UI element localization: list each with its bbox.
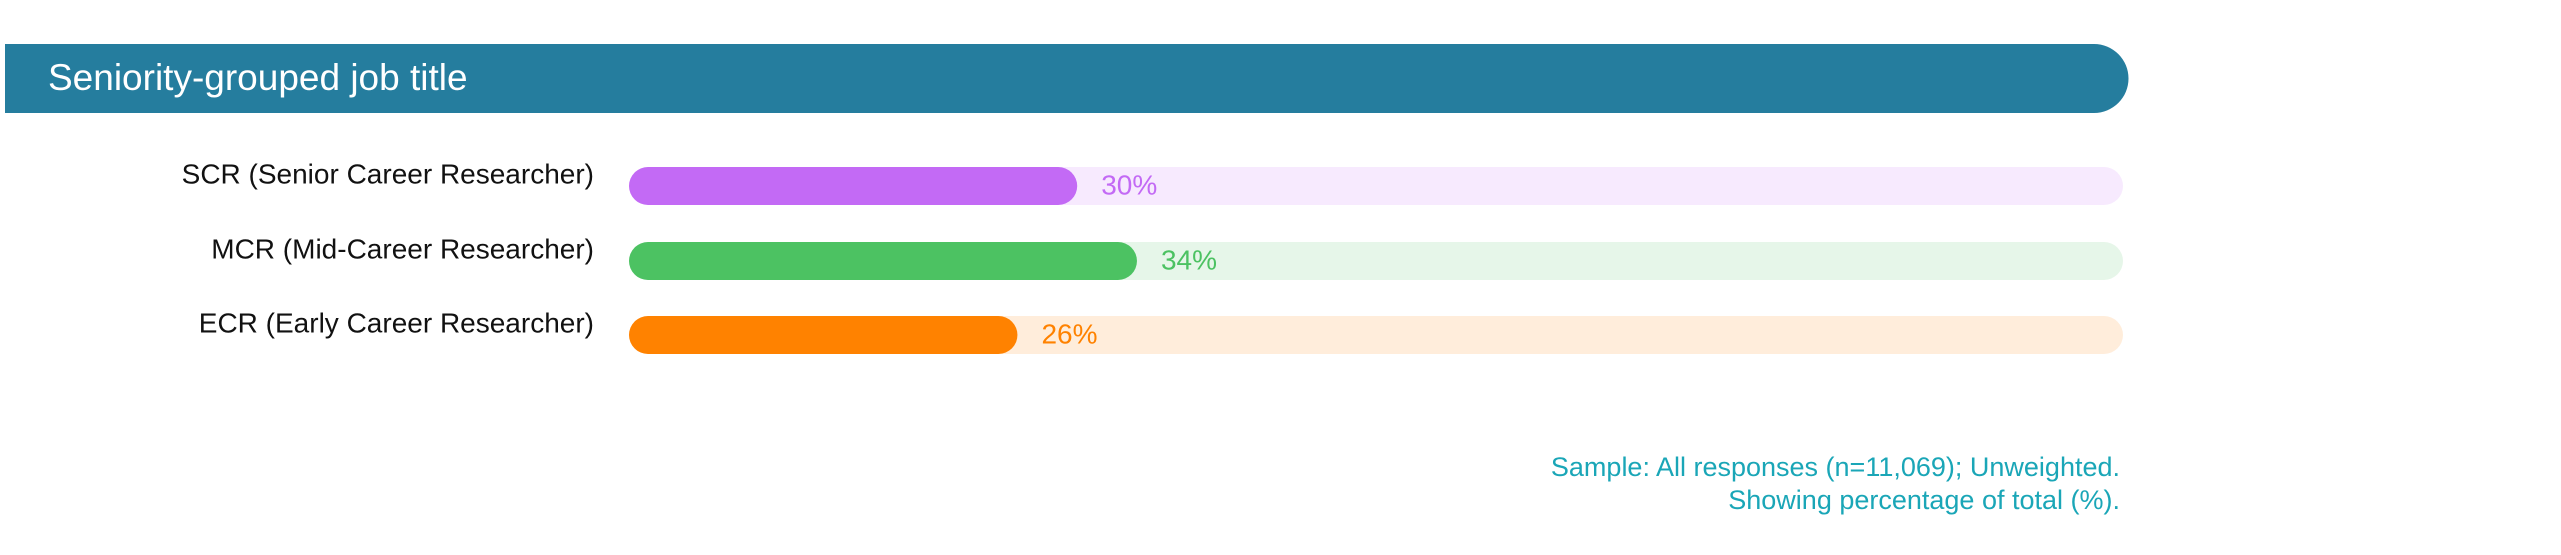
category-label: ECR (Early Career Researcher) xyxy=(199,307,594,338)
bar xyxy=(629,167,1078,205)
bar xyxy=(629,316,1018,354)
footnote: Sample: All responses (n=11,069); Unweig… xyxy=(1551,452,2120,482)
chart-title: Seniority-grouped job title xyxy=(48,57,468,98)
footnote: Showing percentage of total (%). xyxy=(1728,485,2120,515)
value-label: 34% xyxy=(1161,244,1217,275)
category-label: MCR (Mid-Career Researcher) xyxy=(211,233,594,264)
bar xyxy=(629,242,1137,280)
value-label: 26% xyxy=(1041,318,1097,349)
value-label: 30% xyxy=(1101,169,1157,200)
category-label: SCR (Senior Career Researcher) xyxy=(182,158,594,189)
header-bar xyxy=(5,44,2129,113)
